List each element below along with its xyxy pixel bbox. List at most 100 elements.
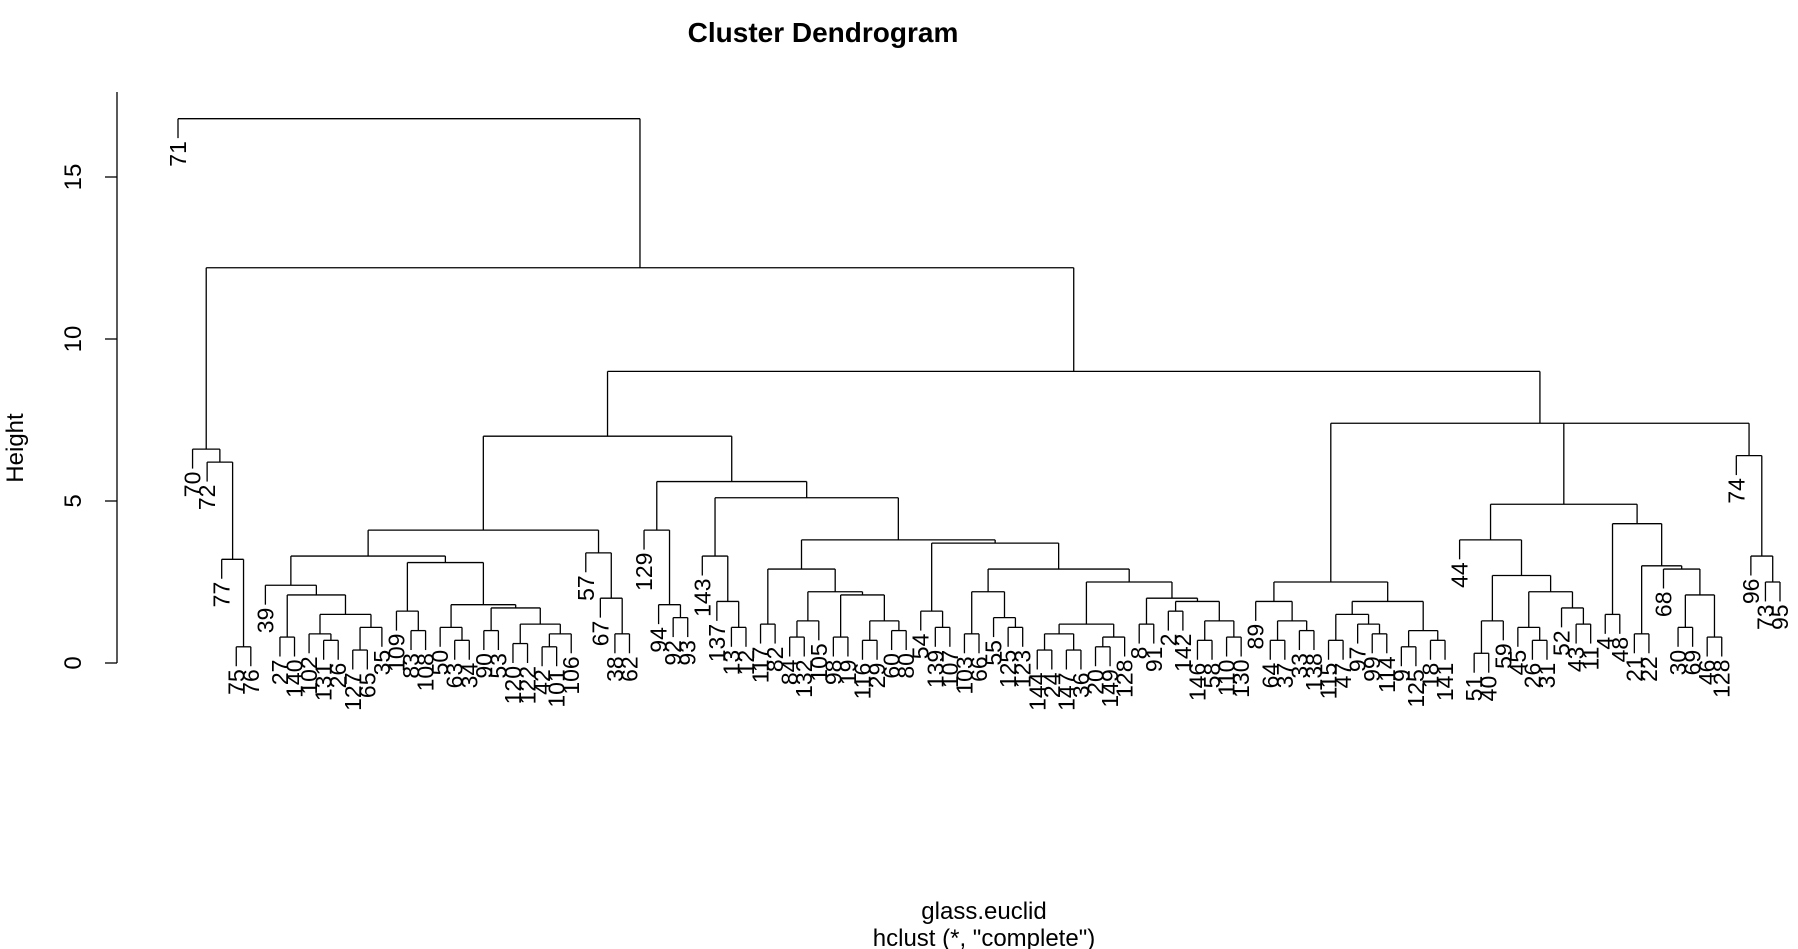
leaf-label: 93 — [675, 640, 701, 666]
leaf-label: 141 — [1432, 663, 1458, 701]
leaf-label: 106 — [558, 656, 584, 694]
leaf-label: 103 — [951, 656, 977, 694]
leaf-label: 63 — [442, 663, 468, 689]
leaf-label: 73 — [1752, 604, 1778, 630]
leaf-label: 35 — [369, 650, 395, 676]
leaf-label: 90 — [471, 653, 497, 679]
leaf-label: 29 — [864, 663, 890, 689]
leaf-label: 46 — [1694, 660, 1720, 686]
leaf-label: 26 — [325, 663, 351, 689]
leaf-label: 40 — [1476, 676, 1502, 702]
leaf-label: 122 — [515, 666, 541, 704]
y-tick-label: 10 — [60, 326, 87, 353]
leaf-label: 98 — [820, 660, 846, 686]
leaf-label: 110 — [1214, 660, 1240, 697]
leaf-label: 4 — [1592, 637, 1618, 650]
leaf-label: 59 — [1490, 643, 1516, 669]
leaf-label: 130 — [1228, 660, 1254, 698]
y-tick-label: 5 — [60, 494, 87, 507]
leaf-label: 48 — [1607, 637, 1633, 663]
leaf-label: 47 — [1330, 663, 1356, 689]
leaf-label: 92 — [660, 640, 686, 666]
leaf-label: 120 — [500, 666, 526, 704]
y-axis: 0 5 10 15 — [60, 92, 118, 670]
leaf-label: 125 — [995, 650, 1021, 688]
leaf-label: 128 — [1709, 660, 1735, 698]
leaf-label: 117 — [748, 647, 774, 684]
leaf-label: 147 — [1053, 672, 1079, 710]
leaf-label: 91 — [1141, 647, 1167, 673]
leaf-label: 24 — [1039, 672, 1065, 698]
leaf-label: 27 — [267, 660, 293, 686]
leaf-label: 13 — [718, 650, 744, 676]
leaf-label: 19 — [835, 660, 861, 686]
leaf-label: 76 — [238, 669, 264, 695]
leaf-label: 54 — [908, 633, 934, 659]
leaf-label: 132 — [791, 660, 817, 698]
leaf-label: 67 — [587, 621, 613, 647]
leaf-label: 12 — [733, 650, 759, 676]
leaf-label: 39 — [252, 608, 278, 634]
leaf-label: 116 — [849, 663, 875, 700]
leaf-label: 127 — [340, 672, 366, 710]
leaf-label: 45 — [1505, 650, 1531, 676]
leaf-label: 143 — [689, 579, 715, 617]
leaf-label: 18 — [1417, 663, 1443, 689]
leaf-label: 42 — [529, 669, 555, 695]
leaf-label: 115 — [1316, 663, 1342, 700]
leaf-label: 53 — [485, 653, 511, 679]
leaf-label: 69 — [1680, 650, 1706, 676]
leaf-label: 138 — [1301, 653, 1327, 691]
leaf-label: 58 — [1199, 663, 1225, 689]
leaf-label: 55 — [981, 640, 1007, 666]
leaf-label: 137 — [704, 624, 730, 662]
leaf-label: 75 — [223, 669, 249, 695]
leaf-label: 34 — [456, 663, 482, 689]
leaf-label: 22 — [1636, 656, 1662, 682]
leaf-label: 65 — [354, 672, 380, 698]
leaf-label: 70 — [180, 472, 206, 498]
leaf-label: 123 — [1010, 650, 1036, 688]
leaf-label: 74 — [1723, 478, 1749, 504]
leaf-label: 43 — [1563, 647, 1589, 673]
y-tick-label: 15 — [60, 164, 87, 191]
leaf-label: 60 — [879, 653, 905, 679]
leaf-label: 57 — [573, 575, 599, 601]
leaf-label: 129 — [631, 553, 657, 591]
leaf-label: 62 — [616, 656, 642, 682]
leaf-label: 30 — [1665, 650, 1691, 676]
leaf-label: 107 — [937, 650, 963, 688]
leaf-label: 84 — [777, 659, 803, 685]
y-axis-label: Height — [2, 413, 29, 483]
leaf-label: 108 — [413, 653, 439, 691]
leaf-label: 20 — [1083, 669, 1109, 695]
leaf-label: 77 — [209, 582, 235, 608]
leaf-label: 51 — [1461, 676, 1487, 702]
leaf-label: 94 — [646, 627, 672, 653]
leaf-label: 21 — [1621, 656, 1647, 682]
leaf-label: 2 — [1155, 634, 1181, 647]
leaf-label: 97 — [1345, 647, 1371, 673]
leaf-label: 144 — [1024, 672, 1050, 711]
leaf-label: 105 — [806, 643, 832, 681]
leaf-label: 36 — [1068, 672, 1094, 698]
leaf-label: 71 — [165, 141, 191, 167]
chart-title: Cluster Dendrogram — [688, 17, 959, 48]
leaf-label: 11 — [1578, 647, 1604, 671]
leaf-label: 50 — [427, 650, 453, 676]
leaf-label: 102 — [296, 656, 322, 694]
leaf-label: 146 — [1184, 663, 1210, 701]
leaf-label: 80 — [893, 653, 919, 679]
leaf-label: 114 — [1374, 656, 1400, 693]
leaf-label: 44 — [1447, 562, 1473, 588]
leaf-label: 26 — [1519, 663, 1545, 689]
leaf-label: 131 — [311, 663, 337, 701]
y-tick-label: 0 — [60, 656, 87, 669]
leaf-label: 149 — [1097, 669, 1123, 707]
leaf-label: 8 — [1126, 647, 1152, 660]
leaf-label: 33 — [1286, 653, 1312, 679]
x-axis-label: glass.euclid — [921, 898, 1046, 925]
leaf-label: 52 — [1549, 630, 1575, 656]
leaf-label: 128 — [1112, 660, 1138, 698]
